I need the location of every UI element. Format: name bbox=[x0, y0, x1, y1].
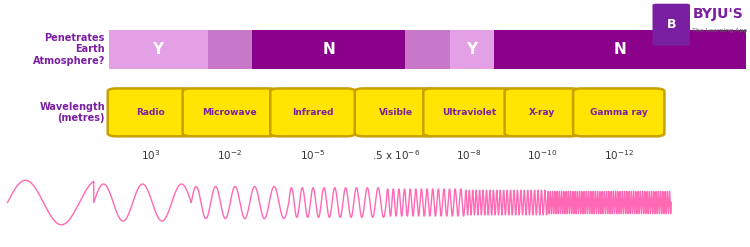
Text: N: N bbox=[614, 42, 627, 57]
FancyBboxPatch shape bbox=[573, 88, 664, 136]
Text: Gamma ray: Gamma ray bbox=[590, 108, 647, 117]
FancyBboxPatch shape bbox=[252, 30, 405, 69]
Text: B: B bbox=[667, 18, 676, 31]
Text: Ultraviolet: Ultraviolet bbox=[442, 108, 496, 117]
FancyBboxPatch shape bbox=[450, 30, 494, 69]
Text: Visible: Visible bbox=[379, 108, 412, 117]
Text: Microwave: Microwave bbox=[202, 108, 257, 117]
Text: BYJU'S: BYJU'S bbox=[692, 7, 743, 21]
Text: Penetrates
Earth
Atmosphere?: Penetrates Earth Atmosphere? bbox=[32, 33, 105, 66]
Text: Infrared: Infrared bbox=[292, 108, 334, 117]
FancyBboxPatch shape bbox=[208, 30, 252, 69]
FancyBboxPatch shape bbox=[405, 30, 450, 69]
FancyBboxPatch shape bbox=[355, 88, 436, 136]
Text: 10$^{-5}$: 10$^{-5}$ bbox=[300, 148, 326, 162]
Text: 10$^{-2}$: 10$^{-2}$ bbox=[217, 148, 242, 162]
Text: Y: Y bbox=[466, 42, 478, 57]
FancyBboxPatch shape bbox=[183, 88, 278, 136]
FancyBboxPatch shape bbox=[270, 88, 356, 136]
FancyBboxPatch shape bbox=[108, 88, 193, 136]
FancyBboxPatch shape bbox=[494, 30, 746, 69]
Text: 10$^{-12}$: 10$^{-12}$ bbox=[604, 148, 634, 162]
Text: The Learning App: The Learning App bbox=[692, 28, 748, 33]
Text: 10$^{-8}$: 10$^{-8}$ bbox=[456, 148, 482, 162]
Text: .5 x 10$^{-6}$: .5 x 10$^{-6}$ bbox=[371, 148, 420, 162]
FancyBboxPatch shape bbox=[109, 30, 208, 69]
Text: Radio: Radio bbox=[136, 108, 164, 117]
Text: Y: Y bbox=[152, 42, 164, 57]
FancyBboxPatch shape bbox=[652, 4, 690, 46]
FancyBboxPatch shape bbox=[423, 88, 514, 136]
Text: X-ray: X-ray bbox=[530, 108, 556, 117]
Text: N: N bbox=[322, 42, 335, 57]
Text: Wavelength
(metres): Wavelength (metres) bbox=[39, 102, 105, 123]
Text: 10$^{-10}$: 10$^{-10}$ bbox=[527, 148, 557, 162]
FancyBboxPatch shape bbox=[505, 88, 580, 136]
Text: 10$^{3}$: 10$^{3}$ bbox=[140, 148, 160, 162]
